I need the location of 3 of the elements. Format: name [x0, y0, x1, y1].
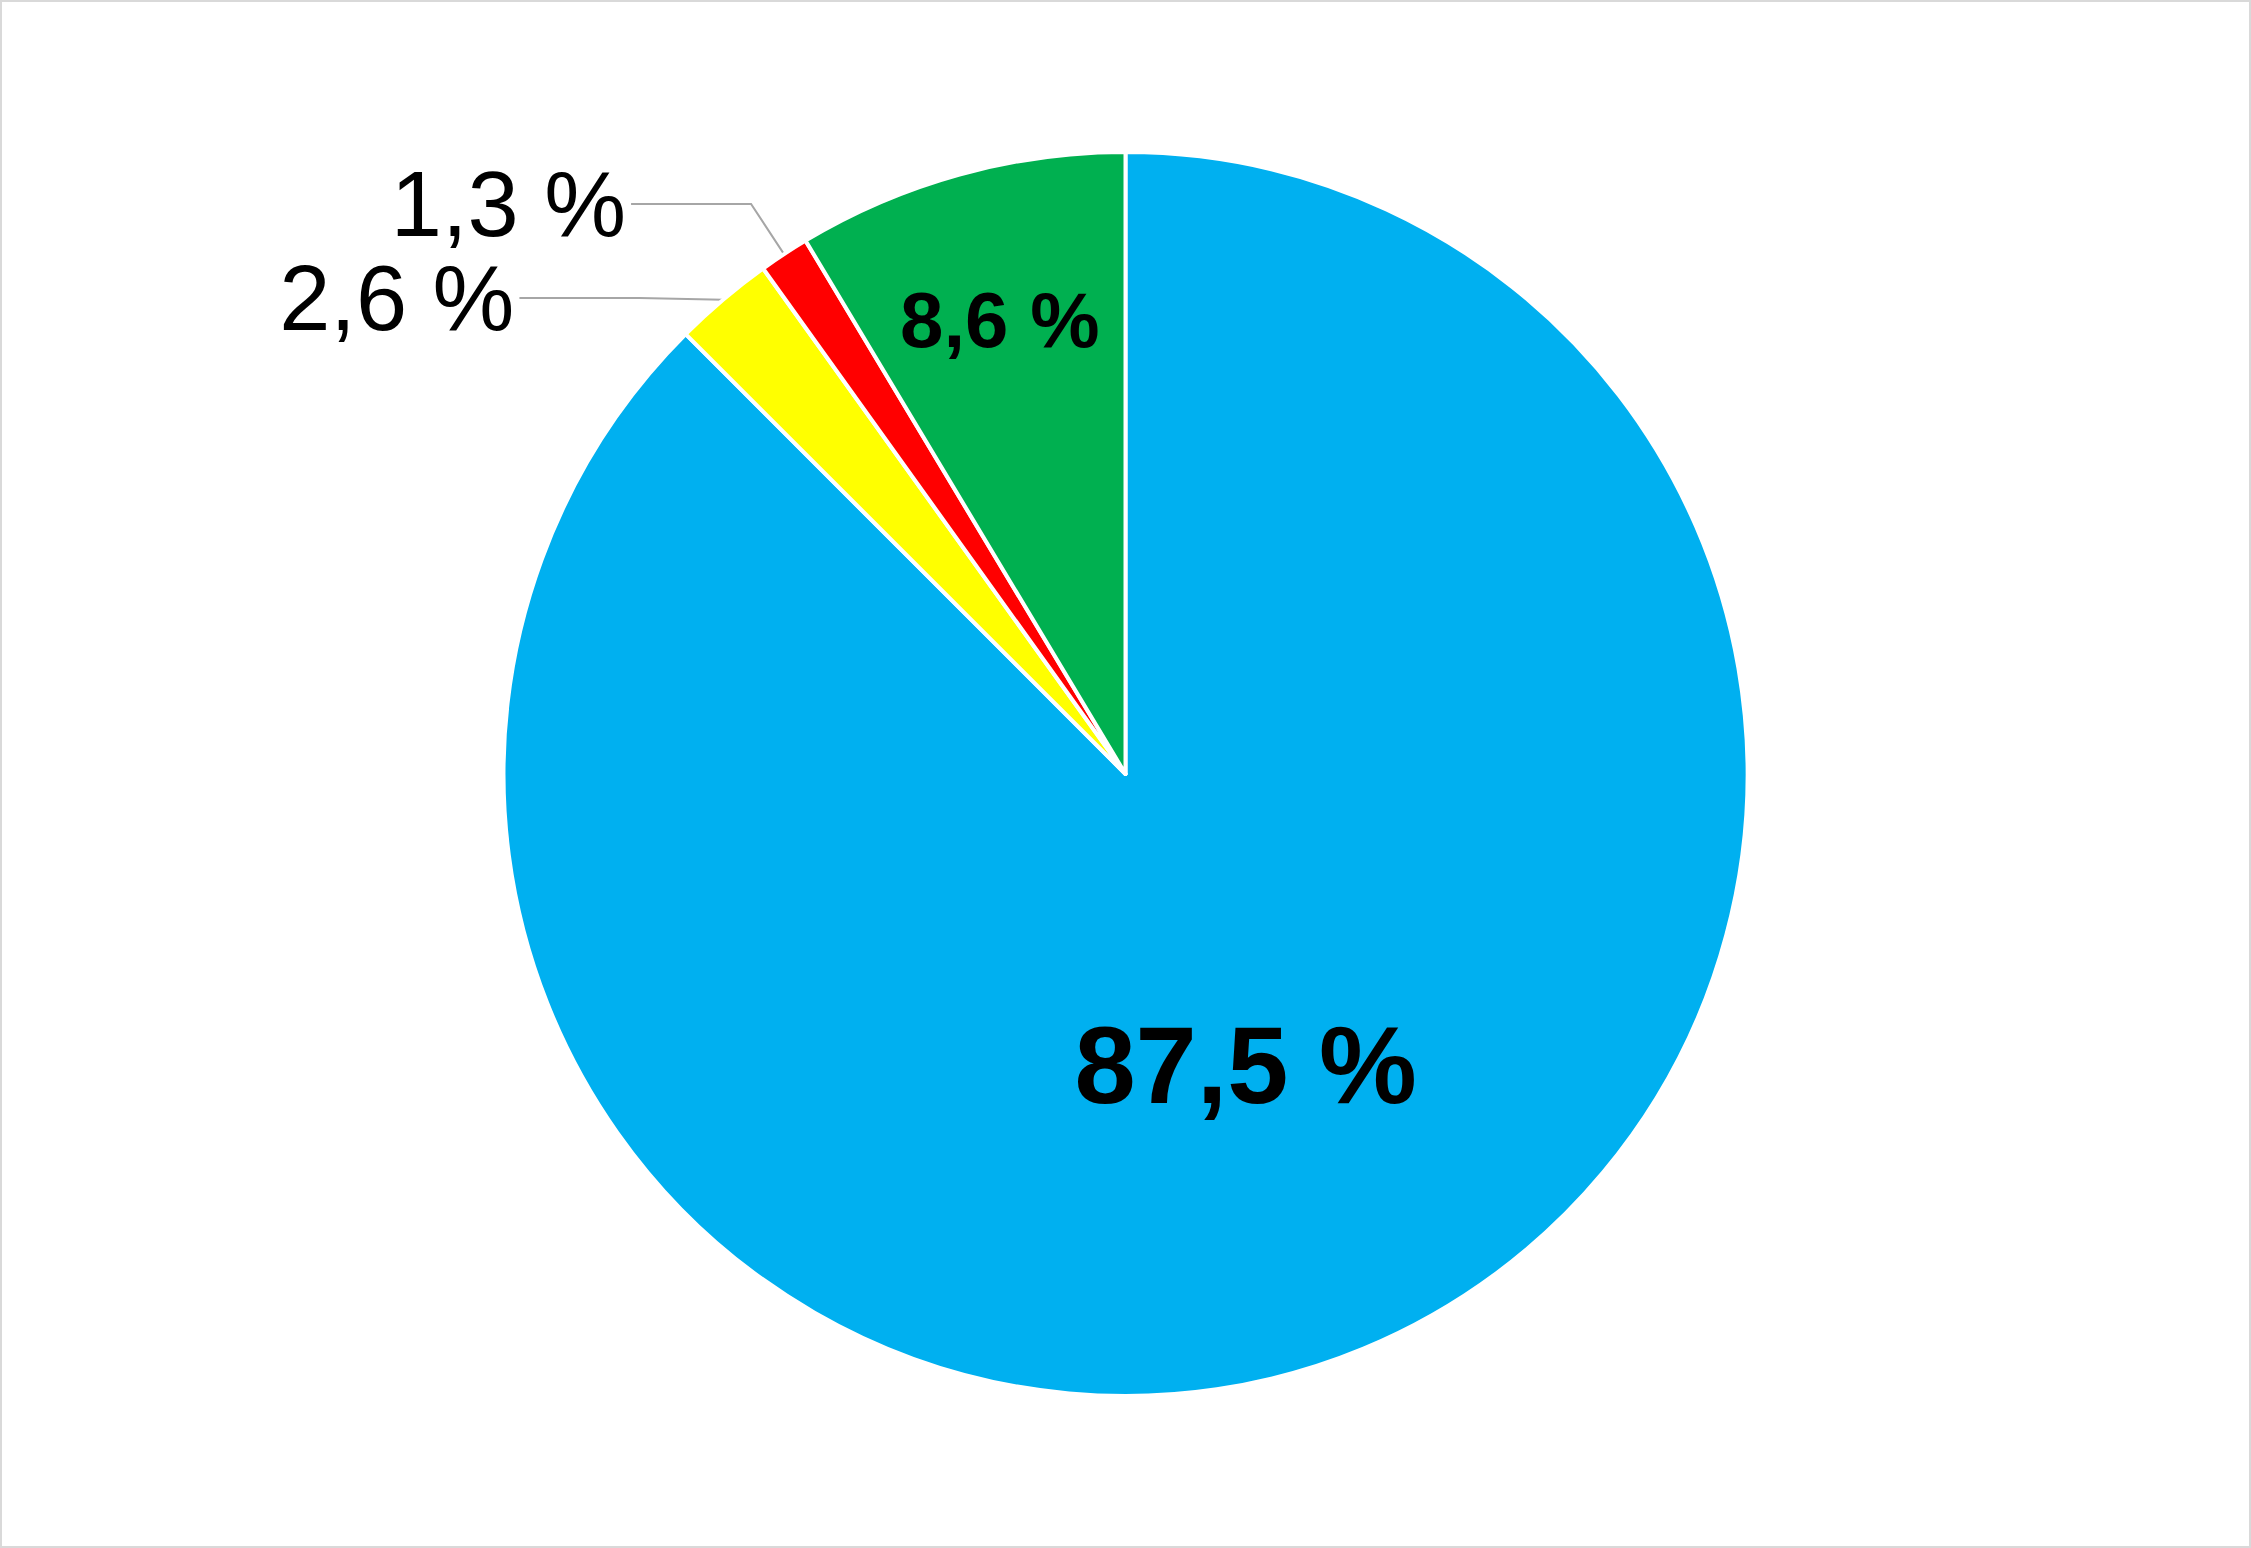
data-label: 1,3 %: [390, 152, 627, 255]
data-label: 8,6 %: [900, 276, 1100, 365]
data-label: 87,5 %: [1074, 1002, 1417, 1126]
